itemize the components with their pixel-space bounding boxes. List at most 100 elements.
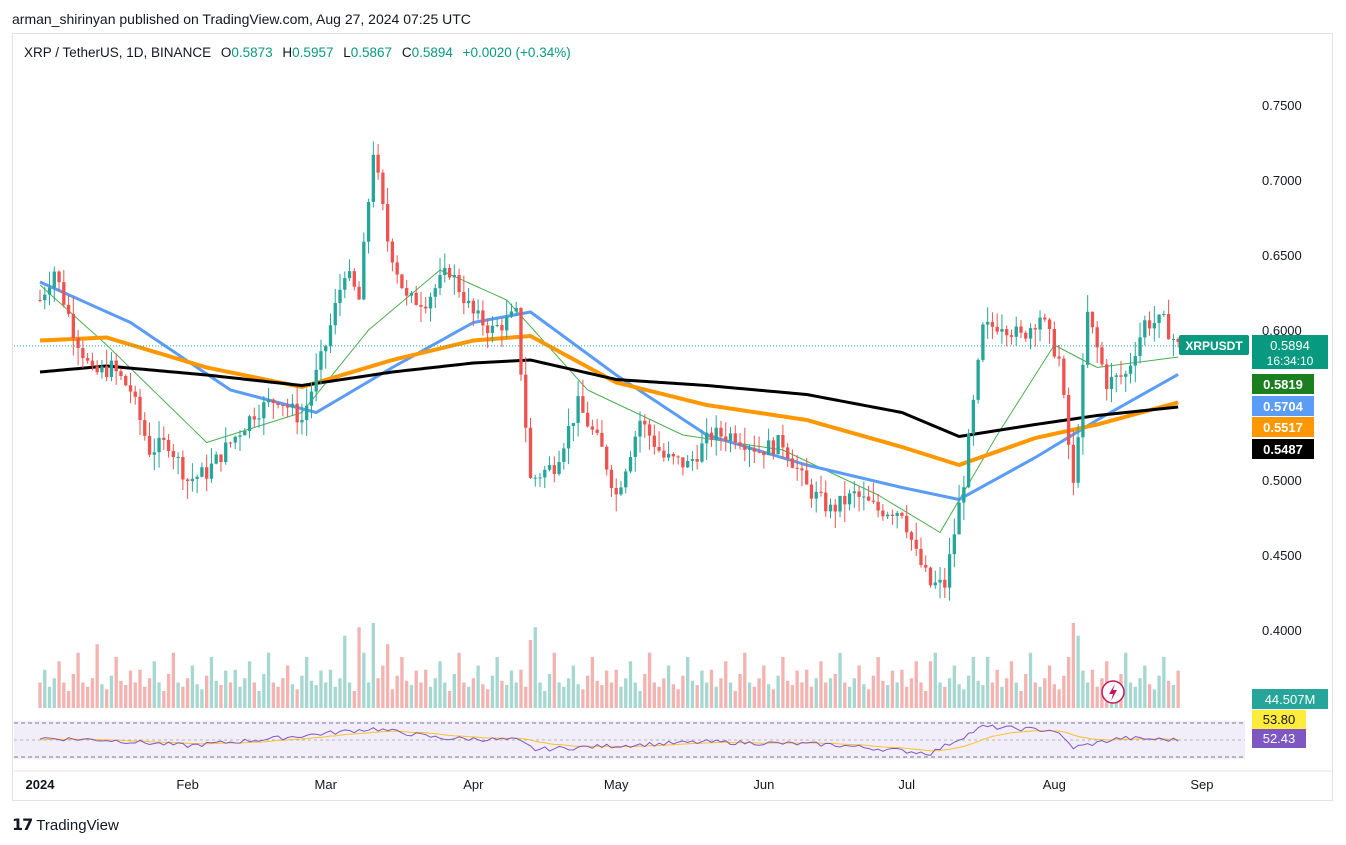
candle-body	[1157, 314, 1161, 324]
candle-body	[1052, 328, 1056, 357]
candle-body	[128, 385, 133, 392]
volume-bar	[343, 635, 347, 708]
volume-bar	[266, 652, 271, 708]
candle-body	[943, 579, 947, 588]
x-tick-label: Aug	[1043, 777, 1066, 792]
volume-bar	[81, 682, 85, 708]
candle-body	[471, 300, 476, 314]
volume-bar	[576, 684, 580, 708]
volume-bar	[105, 689, 109, 708]
candle-body	[185, 479, 190, 482]
tradingview-logo-icon: 𝟭𝟳	[12, 817, 33, 834]
candle-body	[966, 433, 971, 488]
candle-body	[524, 374, 528, 428]
candle-body	[1000, 329, 1004, 332]
candle-body	[705, 432, 709, 444]
candle-body	[395, 262, 399, 275]
volume-bar	[309, 680, 314, 708]
volume-bar	[638, 691, 642, 708]
volume-bar	[719, 678, 723, 708]
volume-bar	[671, 684, 676, 708]
volume-bar	[695, 685, 699, 708]
candle-body	[785, 447, 790, 459]
candle-body	[847, 493, 852, 505]
volume-bar	[505, 685, 509, 708]
candle-body	[38, 300, 42, 301]
volume-bar	[833, 674, 837, 708]
volume-bar	[85, 686, 90, 708]
candle-body	[676, 456, 680, 458]
close-value: 0.5894	[411, 45, 453, 60]
volume-bar	[333, 686, 337, 708]
volume-bar	[209, 657, 214, 708]
candle-body	[1152, 323, 1156, 329]
candle-body	[552, 465, 556, 474]
volume-bar	[500, 680, 504, 708]
candle-body	[171, 451, 176, 458]
candle-body	[633, 436, 637, 457]
volume-bar	[385, 644, 390, 708]
candle-body	[324, 346, 328, 352]
volume-bar	[490, 675, 495, 708]
volume-bar	[376, 678, 380, 708]
candle-body	[695, 459, 699, 462]
candle-body	[909, 532, 914, 540]
volume-bar	[1152, 689, 1156, 708]
volume-bar	[362, 652, 366, 708]
volume-bar	[757, 678, 761, 708]
candle-body	[281, 405, 285, 407]
y-tick-label: 0.4500	[1262, 548, 1302, 563]
candle-body	[947, 554, 952, 588]
volume-bar	[109, 675, 114, 708]
volume-bar	[228, 682, 233, 708]
volume-bar	[1090, 669, 1095, 708]
open-value: 0.5873	[231, 45, 273, 60]
candle-body	[1124, 373, 1128, 377]
candle-body	[514, 308, 518, 312]
candle-body	[1005, 329, 1009, 336]
candle-body	[638, 420, 642, 437]
volume-bar	[1176, 670, 1180, 708]
last-price-badge	[1252, 335, 1328, 369]
volume-bar	[1085, 682, 1090, 708]
volume-bar	[805, 669, 809, 708]
volume-bar	[724, 661, 728, 708]
volume-bar	[728, 682, 733, 708]
candle-body	[124, 375, 128, 386]
volume-bar	[776, 675, 780, 708]
candle-body	[957, 502, 961, 535]
volume-bar	[1038, 686, 1042, 708]
candle-body	[866, 496, 871, 501]
volume-bar	[219, 685, 223, 708]
candle-body	[466, 300, 471, 304]
volume-bar	[347, 682, 352, 708]
candle-body	[609, 469, 614, 488]
candle-body	[233, 436, 237, 443]
volume-bar	[62, 682, 66, 708]
candle-body	[505, 316, 509, 331]
candle-body	[843, 495, 847, 505]
volume-bar	[795, 670, 799, 708]
candle-body	[414, 292, 418, 305]
volume-bar	[1062, 675, 1066, 708]
candle-body	[995, 326, 999, 332]
brand[interactable]: 𝟭𝟳 TradingView	[12, 815, 119, 835]
volume-bar	[595, 680, 599, 708]
candle-body	[443, 267, 447, 276]
volume-bar	[952, 665, 956, 708]
volume-bar	[781, 657, 785, 708]
candle-body	[257, 418, 261, 420]
candle-body	[990, 321, 995, 327]
candle-body	[619, 487, 623, 495]
volume-bar	[624, 678, 628, 708]
volume-bar	[871, 675, 876, 708]
symbol-title[interactable]: XRP / TetherUS, 1D, BINANCE	[24, 45, 212, 60]
volume-bar	[990, 682, 995, 708]
volume-bar	[562, 686, 566, 708]
chart-frame	[12, 33, 1333, 801]
symbol-legend[interactable]: XRP / TetherUS, 1D, BINANCE O0.5873 H0.5…	[24, 45, 571, 60]
volume-bar	[1005, 678, 1009, 708]
volume-bar	[162, 691, 166, 708]
publish-info: arman_shirinyan published on TradingView…	[12, 11, 471, 27]
